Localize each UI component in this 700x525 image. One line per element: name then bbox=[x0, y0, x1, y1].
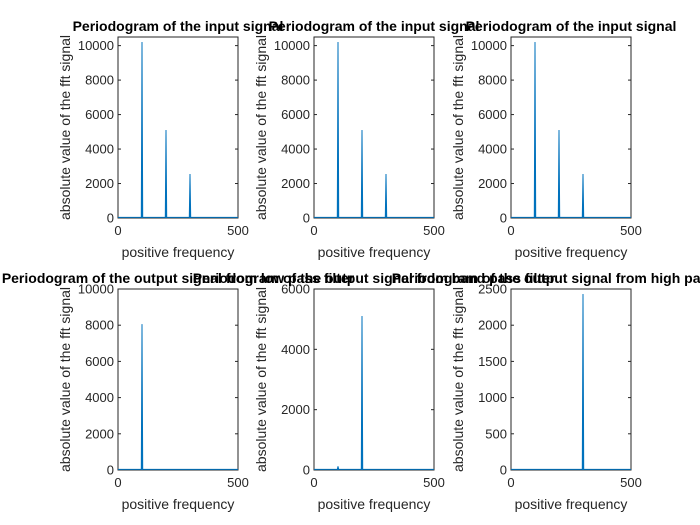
y-tick-label: 4000 bbox=[478, 142, 507, 157]
axes-box bbox=[313, 36, 435, 219]
x-axis-label: positive frequency bbox=[318, 244, 431, 260]
y-tick-label: 6000 bbox=[85, 107, 114, 122]
x-tick-label: 500 bbox=[620, 475, 642, 490]
axes-box bbox=[510, 288, 632, 471]
x-axis-label: positive frequency bbox=[122, 244, 235, 260]
y-tick-label: 6000 bbox=[85, 354, 114, 369]
y-tick-label: 4000 bbox=[281, 142, 310, 157]
y-tick-label: 2000 bbox=[85, 176, 114, 191]
y-axis-label: absolute value of the fft signal bbox=[450, 287, 466, 472]
axes-box bbox=[117, 288, 239, 471]
subplot-3: 0 2000 4000 6000 8000 10000 0 500 positive frequ… bbox=[450, 35, 642, 260]
x-tick-label: 500 bbox=[423, 223, 445, 238]
x-axis-label: positive frequency bbox=[515, 244, 628, 260]
chart-title: Periodogram of the output signal from lo… bbox=[2, 270, 355, 286]
x-tick-label: 0 bbox=[114, 475, 121, 490]
y-tick-label: 1000 bbox=[478, 390, 507, 405]
subplot-1: 0 2000 4000 6000 8000 10000 0 500 positive frequ… bbox=[57, 35, 249, 260]
x-tick-label: 500 bbox=[227, 223, 249, 238]
y-tick-label: 8000 bbox=[478, 73, 507, 88]
y-tick-label: 10000 bbox=[78, 38, 114, 53]
y-tick-label: 8000 bbox=[85, 73, 114, 88]
x-tick-label: 0 bbox=[114, 223, 121, 238]
y-axis-label: absolute value of the fft signal bbox=[57, 287, 73, 472]
fft-series-line bbox=[314, 316, 434, 470]
y-tick-label: 10000 bbox=[471, 38, 507, 53]
y-tick-label: 8000 bbox=[85, 318, 114, 333]
chart-title: Periodogram of the input signal bbox=[269, 18, 480, 34]
y-axis-label: absolute value of the fft signal bbox=[57, 35, 73, 220]
y-tick-label: 6000 bbox=[281, 282, 310, 297]
y-tick-label: 2000 bbox=[85, 426, 114, 441]
y-tick-label: 0 bbox=[303, 463, 310, 478]
x-axis-label: positive frequency bbox=[318, 496, 431, 512]
titles-layer: Periodogram of the input signalPeriodogr… bbox=[2, 18, 700, 286]
axes-box bbox=[510, 36, 632, 219]
x-tick-label: 0 bbox=[507, 475, 514, 490]
subplot-2: 0 2000 4000 6000 8000 10000 0 500 positive frequ… bbox=[253, 35, 445, 260]
x-axis-label: positive frequency bbox=[122, 496, 235, 512]
x-tick-label: 500 bbox=[227, 475, 249, 490]
y-tick-label: 0 bbox=[303, 211, 310, 226]
y-axis-label: absolute value of the fft signal bbox=[450, 35, 466, 220]
subplot-6: 0 500 1000 1500 2000 2500 0 500 positive frequen… bbox=[450, 282, 642, 513]
y-tick-label: 2000 bbox=[478, 318, 507, 333]
y-tick-label: 2500 bbox=[478, 282, 507, 297]
y-tick-label: 0 bbox=[500, 463, 507, 478]
y-tick-label: 8000 bbox=[281, 73, 310, 88]
y-tick-label: 4000 bbox=[85, 142, 114, 157]
y-tick-label: 6000 bbox=[281, 107, 310, 122]
chart-title: Periodogram of the input signal bbox=[466, 18, 677, 34]
chart-title: Periodogram of the input signal bbox=[73, 18, 284, 34]
y-axis-label: absolute value of the fft signal bbox=[253, 287, 269, 472]
y-tick-label: 6000 bbox=[478, 107, 507, 122]
x-tick-label: 0 bbox=[310, 475, 317, 490]
y-tick-label: 1500 bbox=[478, 354, 507, 369]
x-tick-label: 500 bbox=[620, 223, 642, 238]
y-tick-label: 0 bbox=[107, 463, 114, 478]
y-tick-label: 4000 bbox=[85, 390, 114, 405]
y-tick-label: 10000 bbox=[274, 38, 310, 53]
y-tick-label: 10000 bbox=[78, 282, 114, 297]
y-axis-label: absolute value of the fft signal bbox=[253, 35, 269, 220]
x-tick-label: 0 bbox=[507, 223, 514, 238]
axes-box bbox=[313, 288, 435, 471]
subplot-5: 0 2000 4000 6000 0 500 positive frequency absol… bbox=[253, 282, 445, 513]
subplot-4: 0 2000 4000 6000 8000 10000 0 500 positive frequ… bbox=[57, 282, 249, 513]
y-tick-label: 2000 bbox=[478, 176, 507, 191]
y-tick-label: 2000 bbox=[281, 176, 310, 191]
y-tick-label: 0 bbox=[500, 211, 507, 226]
chart-title: Periodogram of the output signal from ba… bbox=[193, 270, 556, 286]
x-tick-label: 500 bbox=[423, 475, 445, 490]
y-tick-label: 2000 bbox=[281, 402, 310, 417]
fft-series-line bbox=[118, 324, 238, 470]
y-tick-label: 0 bbox=[107, 211, 114, 226]
y-tick-label: 500 bbox=[485, 426, 507, 441]
axes-box bbox=[117, 36, 239, 219]
chart-title: Periodogram of the output signal from hi… bbox=[392, 270, 700, 286]
x-tick-label: 0 bbox=[310, 223, 317, 238]
x-axis-label: positive frequency bbox=[515, 496, 628, 512]
y-tick-label: 4000 bbox=[281, 342, 310, 357]
